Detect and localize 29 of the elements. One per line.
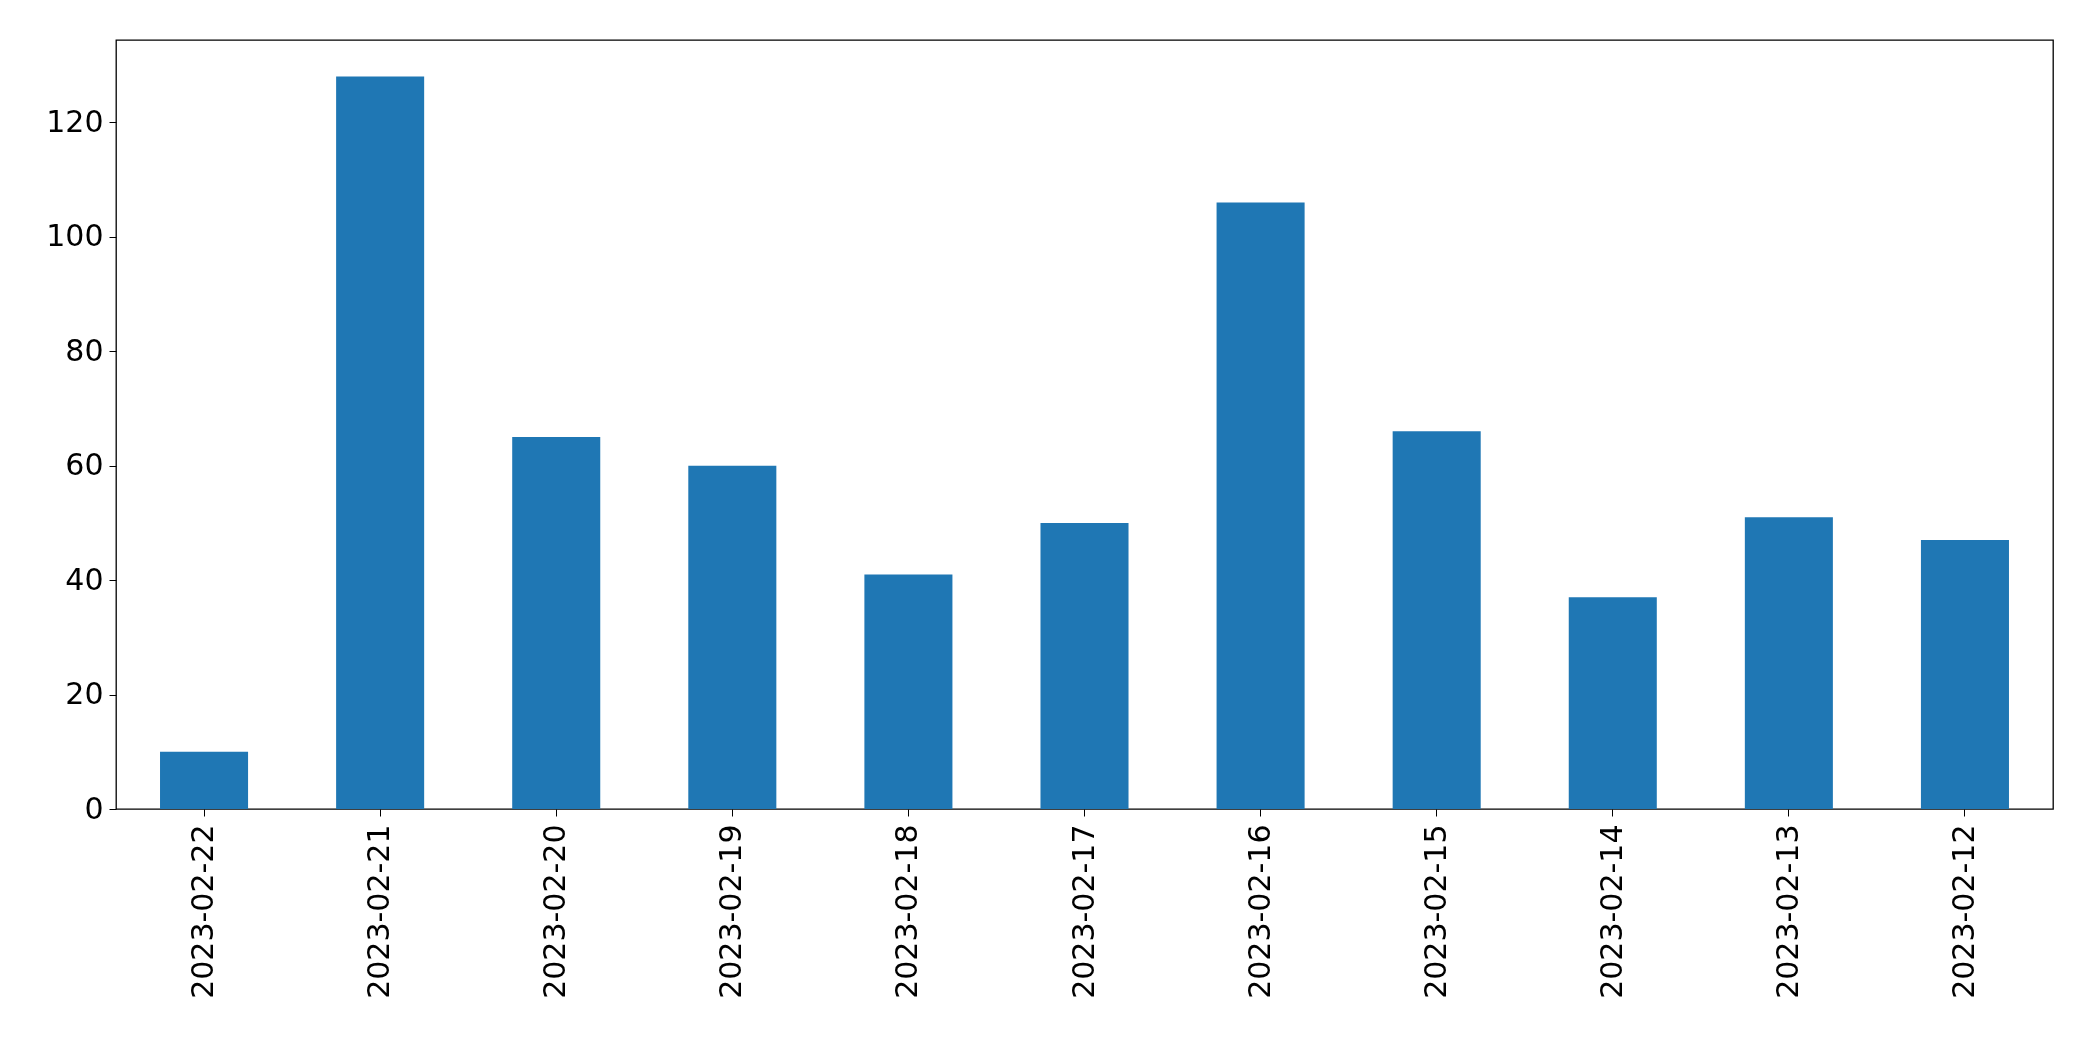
x-tick-label: 2023-02-21 xyxy=(361,824,397,999)
y-tick-label: 60 xyxy=(65,447,104,483)
x-tick-label: 2023-02-18 xyxy=(889,824,925,999)
bar xyxy=(160,751,249,809)
bar xyxy=(1920,540,2009,809)
x-tick-label: 2023-02-19 xyxy=(713,824,749,999)
y-tick-label: 100 xyxy=(46,218,104,254)
x-tick-label: 2023-02-13 xyxy=(1769,824,1805,999)
bar xyxy=(864,574,953,809)
bar xyxy=(1568,597,1657,809)
bar xyxy=(688,465,777,809)
y-tick-label: 20 xyxy=(65,676,104,712)
bar xyxy=(1392,431,1481,809)
x-tick-label: 2023-02-12 xyxy=(1945,824,1981,999)
bar xyxy=(1216,202,1305,809)
x-tick-label: 2023-02-20 xyxy=(537,824,573,999)
bar xyxy=(1040,522,1129,809)
x-tick-label: 2023-02-16 xyxy=(1241,824,1277,999)
bar xyxy=(336,76,425,809)
y-tick-label: 40 xyxy=(65,561,104,597)
y-tick-label: 120 xyxy=(46,103,104,139)
bar xyxy=(512,437,601,809)
x-tick-label: 2023-02-15 xyxy=(1417,824,1453,999)
bar xyxy=(1744,517,1833,809)
x-tick-label: 2023-02-14 xyxy=(1593,824,1629,999)
x-tick-label: 2023-02-22 xyxy=(185,824,221,999)
x-tick-label: 2023-02-17 xyxy=(1065,824,1101,999)
y-tick-label: 0 xyxy=(84,790,104,826)
y-tick-label: 80 xyxy=(65,332,104,368)
